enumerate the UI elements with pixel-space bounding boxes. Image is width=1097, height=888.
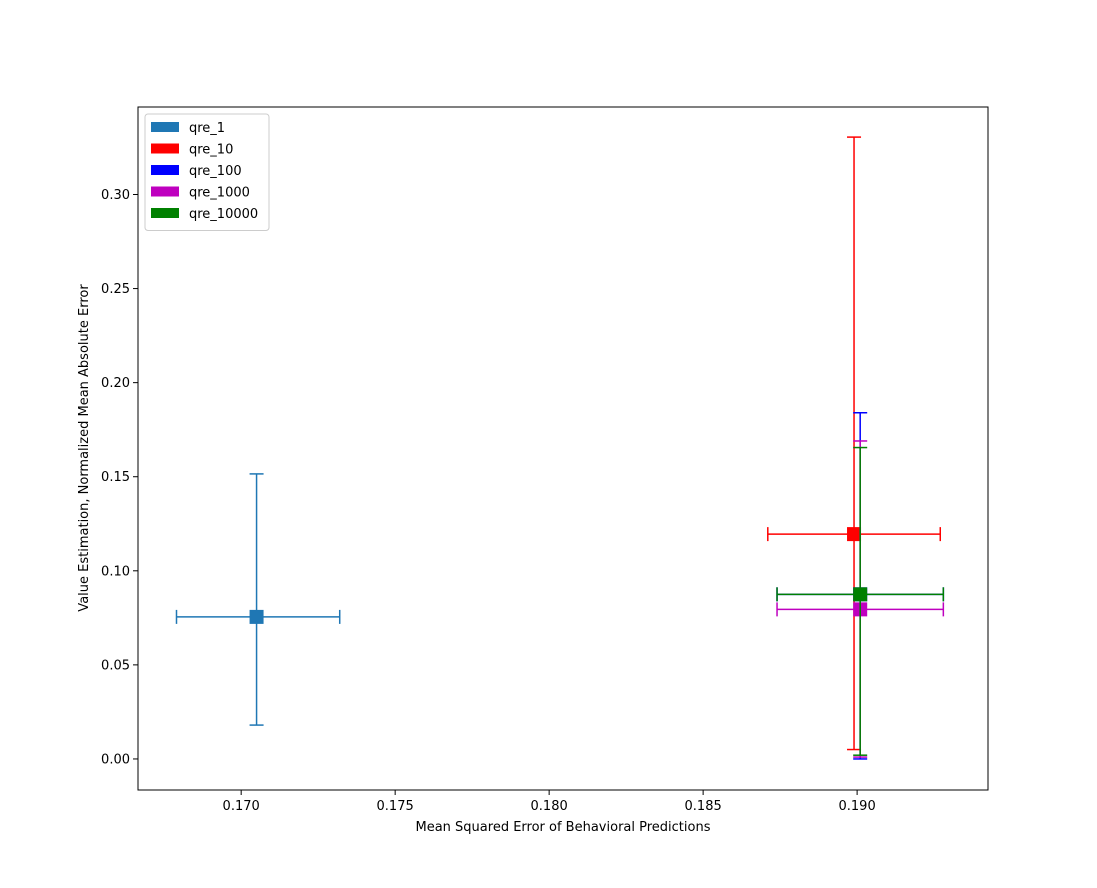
legend-swatch (151, 122, 179, 132)
legend-label: qre_1 (189, 121, 225, 136)
x-tick-label: 0.175 (377, 799, 414, 814)
legend: qre_1 qre_10 qre_100 qre_1000 qre_10000 (144, 113, 270, 231)
x-axis-label: Mean Squared Error of Behavioral Predict… (416, 820, 711, 835)
chart-marks (175, 136, 945, 760)
x-tick-label: 0.170 (223, 799, 260, 814)
series-qre_10000 (776, 446, 945, 756)
y-tick-label: 0.30 (101, 188, 130, 203)
plot-frame (137, 106, 989, 791)
data-point-marker (847, 527, 862, 542)
legend-label: qre_100 (189, 164, 242, 179)
y-tick-label: 0.25 (101, 282, 130, 297)
y-tick-label: 0.00 (101, 752, 130, 767)
legend-swatch (151, 143, 179, 154)
x-axis-ticks: 0.170 0.175 0.180 0.185 0.190 (223, 790, 876, 814)
data-point-marker (853, 587, 868, 602)
y-tick-label: 0.15 (101, 470, 130, 485)
legend-swatch (151, 186, 179, 197)
legend-frame (144, 113, 270, 231)
y-tick-label: 0.10 (101, 564, 130, 579)
legend-label: qre_1000 (189, 186, 250, 201)
y-axis-label: Value Estimation, Normalized Mean Absolu… (77, 284, 92, 612)
legend-label: qre_10 (189, 143, 233, 158)
y-tick-label: 0.20 (101, 376, 130, 391)
legend-label: qre_10000 (189, 207, 258, 222)
x-tick-label: 0.185 (685, 799, 722, 814)
legend-swatch (151, 208, 179, 218)
series-qre_10 (767, 136, 942, 751)
legend-swatch (151, 165, 179, 175)
y-tick-label: 0.05 (101, 658, 130, 673)
series-qre_1 (175, 473, 341, 726)
plot-area (138, 107, 988, 790)
data-point-marker (249, 609, 264, 624)
y-axis-ticks: 0.00 0.05 0.10 0.15 0.20 0.25 0.30 (101, 188, 138, 767)
x-tick-label: 0.190 (839, 799, 876, 814)
x-tick-label: 0.180 (531, 799, 568, 814)
